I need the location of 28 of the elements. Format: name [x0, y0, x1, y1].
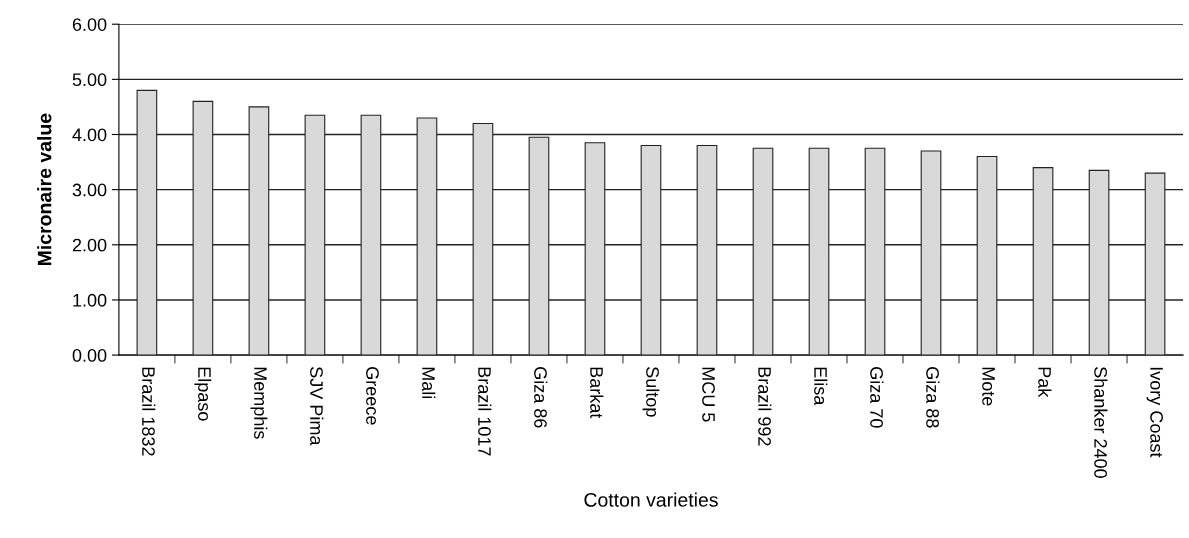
x-tick-label: Giza 86: [534, 367, 548, 428]
x-tick-label: SJV Pima: [310, 367, 324, 446]
x-tick-label: MCU 5: [702, 367, 715, 422]
x-tick-label: Pak: [1038, 367, 1052, 398]
x-tick-label: Ivory Coast: [1146, 367, 1163, 458]
y-tick-label: 5.00: [72, 73, 107, 87]
x-tick-label: Giza 88: [926, 367, 940, 428]
x-tick-label: Shanker 2400: [1094, 367, 1108, 478]
x-tick-label: Brazil 992: [758, 367, 772, 446]
y-tick-label: 1.00: [73, 293, 107, 307]
x-tick-label: Elisa: [814, 367, 828, 406]
x-axis-title: Cotton varieties: [584, 492, 718, 507]
y-tick-label: 4.00: [72, 128, 107, 142]
x-tick-label: Brazil 1017: [478, 367, 492, 456]
x-tick-label: Greece: [366, 367, 379, 425]
x-tick-label: Mote: [982, 367, 995, 406]
x-tick-label: Sultop: [642, 367, 660, 417]
x-tick-label: Elpaso: [194, 367, 212, 421]
y-tick-label: 0.00: [72, 349, 107, 362]
x-tick-label: Memphis: [250, 367, 268, 439]
x-tick-label: Barkat: [590, 367, 604, 419]
x-tick-label: Giza 70: [870, 367, 884, 428]
y-axis-title: Micronaire value: [37, 113, 52, 266]
y-tick-label: 6.00: [72, 18, 107, 31]
y-tick-label: 3.00: [72, 183, 107, 197]
x-tick-label: Mali: [422, 367, 436, 399]
y-tick-label: 2.00: [72, 238, 107, 252]
x-tick-label: Brazil 1832: [142, 367, 156, 456]
